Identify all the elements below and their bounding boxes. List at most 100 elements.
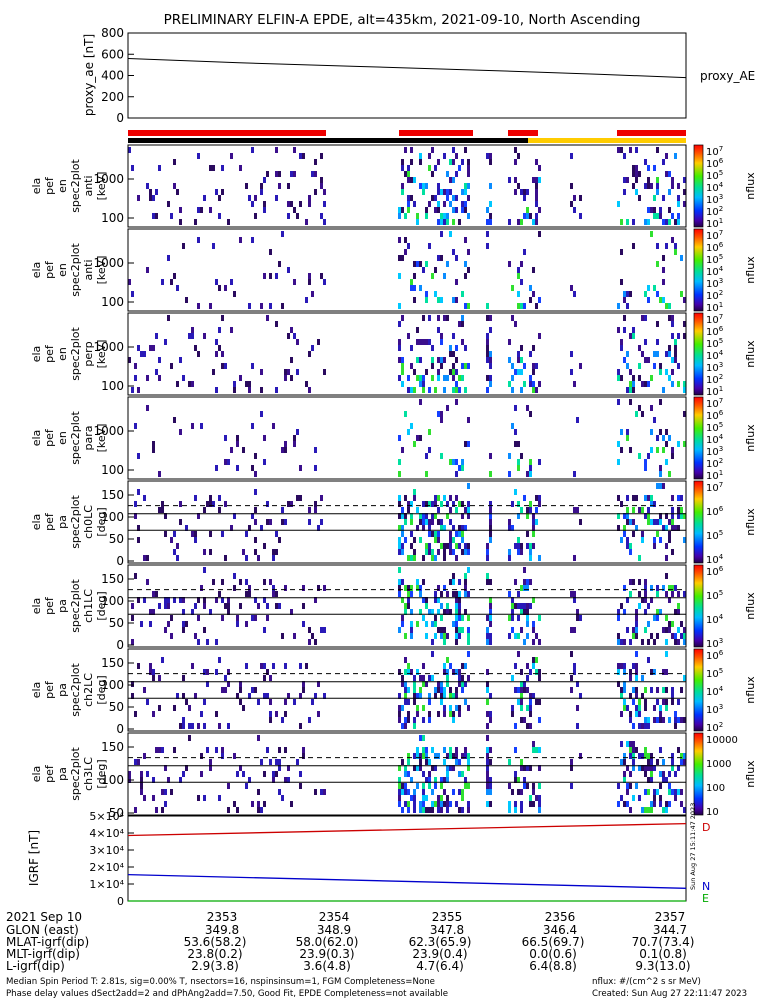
spectrogram-cell — [647, 765, 650, 771]
spectrogram-cell — [635, 189, 638, 195]
spectrogram-cell — [573, 381, 576, 387]
spectrogram-tick-label: 1000 — [93, 256, 124, 270]
spectrogram-cell — [446, 405, 449, 411]
spectrogram-cell — [191, 663, 194, 669]
spectrogram-cell — [170, 789, 173, 795]
spectrogram-tick-label: 50 — [109, 806, 124, 820]
spectrogram-cell — [218, 345, 221, 351]
spectrogram-cell — [489, 375, 492, 381]
spectrogram-cell — [404, 687, 407, 693]
spectrogram-cell — [203, 627, 206, 633]
spectrogram-cell — [626, 789, 629, 795]
spectrogram-cell — [434, 387, 437, 393]
colorbar-label: nflux — [744, 424, 757, 452]
spectrogram-cell — [617, 399, 620, 405]
spectrogram-cell — [626, 363, 629, 369]
spectrogram-cell — [677, 609, 680, 615]
spectrogram-ylabel: pa — [56, 515, 69, 529]
spectrogram-cell — [659, 519, 662, 525]
colorbar-tick-label: 102 — [706, 721, 723, 734]
spectrogram-cell — [489, 537, 492, 543]
spectrogram-cell — [650, 687, 653, 693]
spectrogram-cell — [413, 441, 416, 447]
spectrogram-cell — [179, 429, 182, 435]
spectrogram-cell — [635, 147, 638, 153]
spectrogram-cell — [617, 327, 620, 333]
spectrogram-cell — [320, 183, 323, 189]
spectrogram-cell — [668, 621, 671, 627]
spectrogram-cell — [632, 171, 635, 177]
spectrogram-cell — [573, 555, 576, 561]
spectrogram-cell — [416, 765, 419, 771]
spectrogram-cell — [242, 705, 245, 711]
spectrogram-cell — [302, 747, 305, 753]
spectrogram-cell — [520, 759, 523, 765]
spectrogram-cell — [538, 639, 541, 645]
spectrogram-cell — [200, 207, 203, 213]
spectrogram-cell — [461, 675, 464, 681]
spectrogram-cell — [514, 807, 517, 813]
spectrogram-cell — [434, 165, 437, 171]
spectrogram-cell — [461, 375, 464, 381]
spectrogram-cell — [401, 369, 404, 375]
spectrogram-cell — [529, 579, 532, 585]
spectrogram-cell — [401, 531, 404, 537]
spectrogram-cell — [419, 357, 422, 363]
spectrogram-cell — [176, 381, 179, 387]
spectrogram-cell — [146, 555, 149, 561]
spectrogram-cell — [149, 663, 152, 669]
spectrogram-cell — [443, 687, 446, 693]
spectrogram-cell — [185, 699, 188, 705]
spectrogram-cell — [644, 381, 647, 387]
spectrogram-cell — [644, 219, 647, 225]
spectrogram-cell — [662, 255, 665, 261]
spectrogram-cell — [431, 147, 434, 153]
spectrogram-cell — [620, 279, 623, 285]
spectrogram-cell — [683, 627, 686, 633]
spectrogram-cell — [290, 501, 293, 507]
spectrogram-cell — [446, 795, 449, 801]
spectrogram-cell — [302, 585, 305, 591]
spectrogram-cell — [635, 633, 638, 639]
spectrogram-cell — [680, 759, 683, 765]
spectrogram-cell — [623, 681, 626, 687]
spectrogram-cell — [179, 597, 182, 603]
spectrogram-cell — [275, 171, 278, 177]
spectrogram-cell — [535, 213, 538, 219]
colorbar-tick-label: 104 — [706, 685, 724, 698]
spectrogram-cell — [523, 717, 526, 723]
spectrogram-cell — [449, 543, 452, 549]
spectrogram-cell — [620, 711, 623, 717]
spectrogram-cell — [446, 669, 449, 675]
spectrogram-cell — [272, 585, 275, 591]
spectrogram-cell — [215, 639, 218, 645]
spectrogram-cell — [523, 195, 526, 201]
spectrogram-cell — [239, 765, 242, 771]
spectrogram-cell — [449, 201, 452, 207]
spectrogram-cell — [517, 441, 520, 447]
spectrogram-cell — [245, 555, 248, 561]
spectrogram-cell — [170, 537, 173, 543]
status-bar-red-3 — [508, 130, 538, 136]
spectrogram-cell — [173, 705, 176, 711]
spectrogram-cell — [206, 747, 209, 753]
spectrogram-cell — [236, 771, 239, 777]
spectrogram-cell — [422, 525, 425, 531]
spectrogram-cell — [523, 579, 526, 585]
spectrogram-cell — [508, 471, 511, 477]
spectrogram-cell — [443, 315, 446, 321]
spectrogram-cell — [269, 717, 272, 723]
spectrogram-cell — [422, 375, 425, 381]
spectrogram-cell — [440, 189, 443, 195]
spectrogram-cell — [683, 537, 686, 543]
spectrogram-cell — [260, 807, 263, 813]
spectrogram-cell — [401, 615, 404, 621]
spectrogram-cell — [227, 783, 230, 789]
ephemeris-value: 23.9(0.4) — [412, 947, 467, 961]
spectrogram-cell — [520, 345, 523, 351]
spectrogram-cell — [422, 339, 425, 345]
spectrogram-cell — [263, 771, 266, 777]
spectrogram-cell — [410, 795, 413, 801]
